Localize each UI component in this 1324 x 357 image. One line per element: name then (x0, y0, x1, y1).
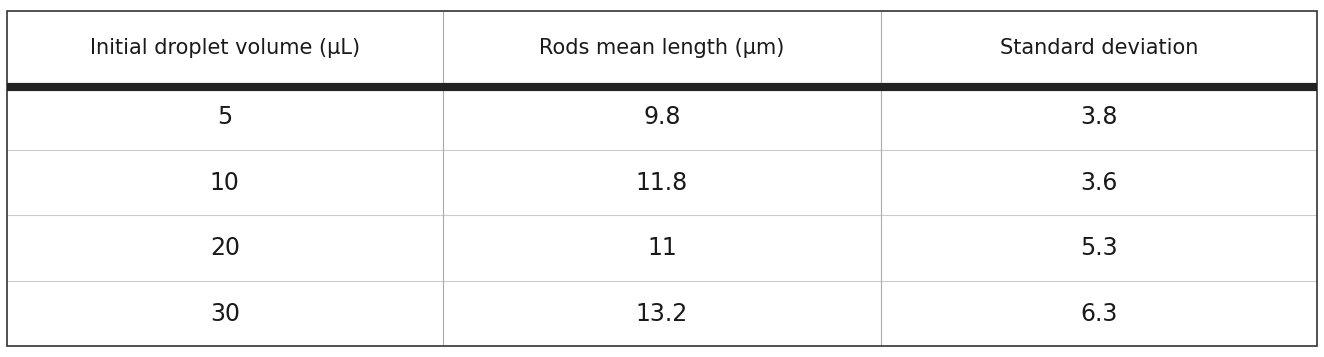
Text: 3.6: 3.6 (1080, 171, 1117, 195)
Text: Standard deviation: Standard deviation (1000, 37, 1198, 57)
Text: 3.8: 3.8 (1080, 105, 1117, 129)
Text: 30: 30 (211, 302, 240, 326)
Text: 6.3: 6.3 (1080, 302, 1117, 326)
Text: 5.3: 5.3 (1080, 236, 1117, 260)
Text: 11.8: 11.8 (636, 171, 688, 195)
Text: 9.8: 9.8 (643, 105, 681, 129)
Text: 11: 11 (647, 236, 677, 260)
Text: 10: 10 (211, 171, 240, 195)
Text: Initial droplet volume (μL): Initial droplet volume (μL) (90, 37, 360, 57)
Text: Rods mean length (μm): Rods mean length (μm) (539, 37, 785, 57)
Text: 13.2: 13.2 (636, 302, 688, 326)
Text: 20: 20 (211, 236, 240, 260)
Text: 5: 5 (217, 105, 233, 129)
